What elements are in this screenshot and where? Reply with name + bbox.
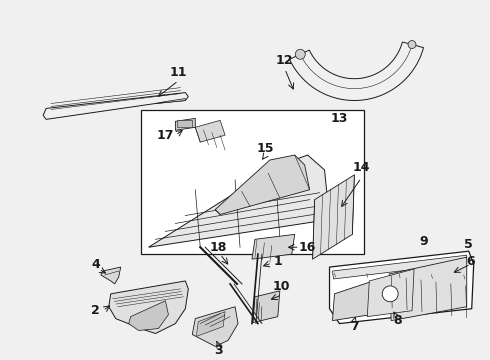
Text: 11: 11 — [170, 66, 187, 79]
Polygon shape — [333, 279, 379, 321]
Text: 4: 4 — [92, 258, 100, 271]
Text: 17: 17 — [157, 129, 174, 142]
Text: 1: 1 — [273, 255, 282, 267]
Polygon shape — [313, 175, 354, 259]
Polygon shape — [252, 234, 294, 259]
Text: 16: 16 — [299, 241, 317, 254]
Text: 5: 5 — [465, 238, 473, 251]
Text: 7: 7 — [350, 320, 359, 333]
Text: 18: 18 — [209, 241, 227, 254]
Text: 10: 10 — [273, 280, 291, 293]
Polygon shape — [215, 155, 310, 215]
Circle shape — [408, 41, 416, 49]
Polygon shape — [333, 255, 467, 279]
Polygon shape — [109, 281, 188, 333]
Text: 15: 15 — [256, 141, 273, 154]
Circle shape — [295, 49, 305, 59]
Bar — [177, 120, 192, 127]
Polygon shape — [129, 301, 169, 330]
Polygon shape — [329, 251, 474, 324]
Polygon shape — [43, 93, 188, 120]
Text: 9: 9 — [419, 235, 428, 248]
Polygon shape — [196, 120, 225, 142]
Polygon shape — [148, 155, 329, 247]
Polygon shape — [196, 312, 225, 337]
Polygon shape — [290, 42, 423, 100]
Text: 14: 14 — [353, 161, 370, 175]
Text: 3: 3 — [214, 344, 222, 357]
Polygon shape — [192, 307, 238, 346]
Polygon shape — [389, 257, 467, 321]
Polygon shape — [175, 118, 196, 130]
Text: 13: 13 — [331, 112, 348, 125]
Circle shape — [382, 286, 398, 302]
Bar — [141, 111, 365, 254]
Text: 8: 8 — [393, 314, 401, 327]
Text: 12: 12 — [276, 54, 294, 67]
Polygon shape — [253, 291, 280, 323]
Text: 2: 2 — [92, 304, 100, 317]
Polygon shape — [101, 267, 121, 284]
Text: 6: 6 — [466, 255, 475, 267]
Polygon shape — [155, 99, 185, 103]
Polygon shape — [368, 269, 414, 317]
